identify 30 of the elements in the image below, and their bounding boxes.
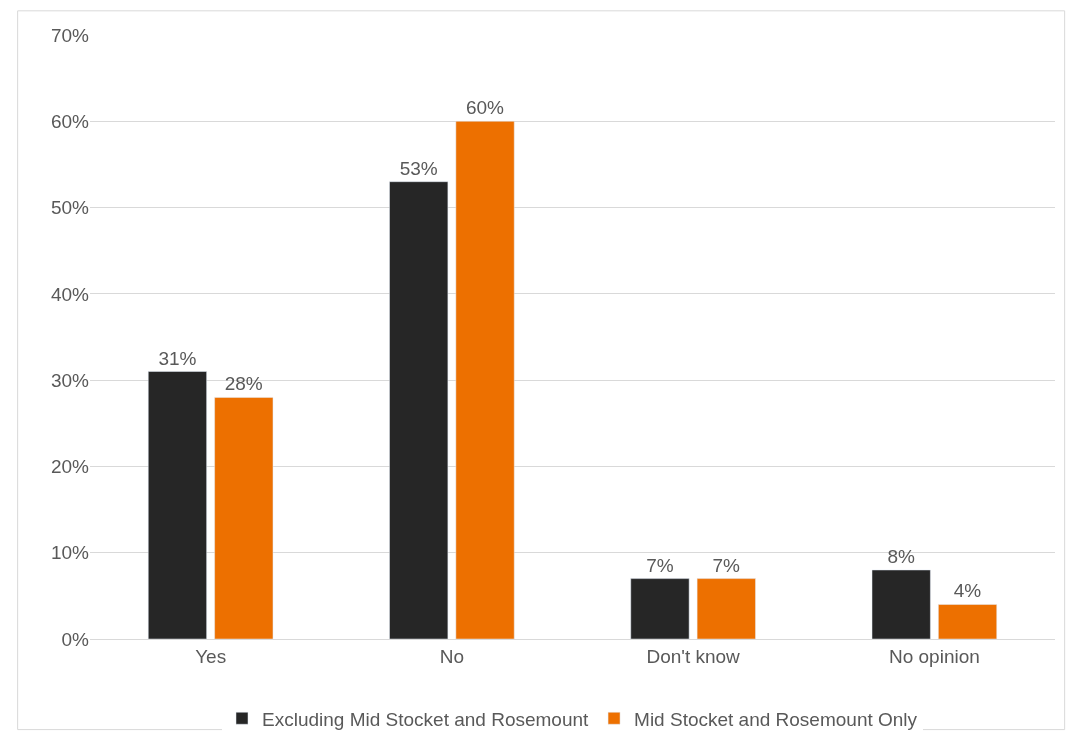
legend-label: Excluding Mid Stocket and Rosemount — [262, 708, 590, 730]
data-label: 7% — [646, 554, 674, 576]
bar — [630, 578, 690, 639]
bar — [696, 578, 756, 639]
bar — [148, 371, 207, 639]
x-tick-label: Don't know — [646, 645, 741, 667]
x-tick-label: Yes — [195, 645, 227, 667]
data-label: 31% — [158, 347, 197, 369]
data-label: 60% — [465, 97, 505, 119]
x-tick-label: No opinion — [888, 645, 980, 667]
data-label: 7% — [712, 554, 741, 576]
data-label: 28% — [224, 373, 263, 395]
y-tick-label: 0% — [61, 628, 90, 650]
data-label: 4% — [953, 580, 982, 602]
bar — [871, 569, 931, 639]
y-tick-label: 20% — [50, 456, 90, 478]
bar — [389, 181, 449, 639]
x-tick-label: No — [439, 645, 465, 667]
bar — [214, 397, 274, 639]
bar — [938, 604, 997, 639]
y-tick-label: 40% — [50, 283, 90, 305]
y-tick-label: 10% — [50, 542, 90, 564]
y-tick-label: 30% — [50, 369, 90, 391]
data-label: 53% — [399, 157, 438, 179]
y-tick-label: 60% — [50, 110, 90, 132]
data-label: 8% — [887, 545, 915, 567]
legend-label: Mid Stocket and Rosemount Only — [634, 708, 918, 730]
y-tick-label: 70% — [50, 24, 90, 46]
bar — [455, 121, 515, 639]
y-tick-label: 50% — [50, 197, 90, 219]
